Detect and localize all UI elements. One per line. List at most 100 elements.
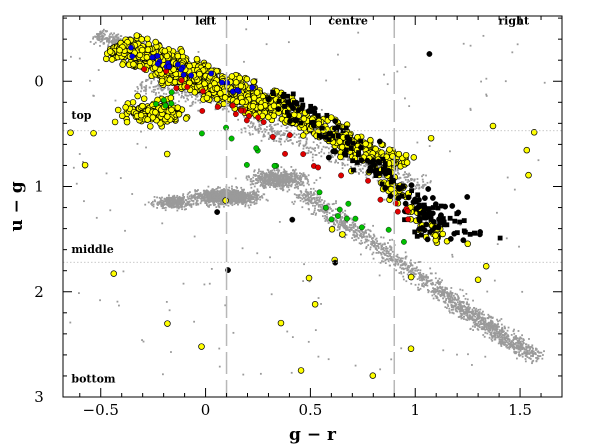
grey-point — [473, 323, 476, 326]
grey-point — [410, 262, 412, 264]
grey-point — [354, 225, 357, 227]
grey-point — [343, 220, 346, 223]
grey-point — [271, 172, 274, 175]
grey-point — [280, 143, 282, 146]
grey-point — [189, 197, 192, 200]
grey-point — [262, 193, 265, 196]
grey-point — [156, 201, 159, 204]
grey-point — [228, 193, 231, 196]
grey-point — [255, 191, 258, 194]
grey-point — [387, 242, 389, 244]
grey-point — [305, 188, 308, 191]
grey-point — [199, 93, 202, 96]
grey-point — [280, 166, 283, 169]
grey-point — [173, 197, 175, 200]
grey-point — [235, 202, 237, 205]
grey-point — [425, 174, 427, 177]
grey-point — [220, 201, 222, 204]
grey-point — [413, 267, 416, 270]
grey-point — [273, 130, 276, 132]
grey-point — [210, 196, 213, 199]
grey-point — [270, 175, 273, 178]
grey-point — [330, 153, 333, 156]
grey-point — [269, 176, 272, 178]
grey-point — [173, 206, 176, 208]
grey-point — [226, 190, 229, 193]
grey-point — [354, 223, 357, 225]
grey-point — [190, 104, 193, 107]
grey-point — [244, 130, 247, 133]
grey-point — [153, 199, 156, 202]
grey-point — [261, 185, 264, 188]
grey-point — [245, 177, 248, 179]
grey-point — [268, 136, 271, 139]
grey-point — [390, 247, 393, 250]
grey-point — [414, 185, 417, 188]
grey-point — [251, 133, 254, 136]
grey-point — [331, 155, 334, 157]
grey-point — [397, 167, 399, 170]
grey-point — [421, 175, 423, 178]
grey-point — [348, 159, 351, 161]
grey-point — [261, 171, 264, 174]
grey-point — [205, 196, 208, 199]
grey-point — [449, 311, 451, 314]
grey-point — [239, 191, 242, 194]
grey-point — [266, 173, 269, 176]
grey-point — [290, 172, 293, 175]
grey-point — [421, 275, 424, 277]
grey-point — [296, 175, 299, 178]
grey-point — [267, 179, 270, 182]
grey-point — [195, 193, 198, 196]
grey-point — [364, 165, 367, 168]
grey-point — [190, 199, 193, 202]
grey-point — [264, 182, 266, 185]
grey-point — [229, 198, 232, 201]
grey-point — [211, 199, 214, 202]
grey-point — [413, 178, 416, 181]
grey-point — [294, 168, 297, 171]
grey-point — [174, 92, 177, 95]
grey-point — [270, 182, 273, 184]
grey-point — [528, 349, 530, 352]
grey-point — [285, 177, 287, 180]
grey-point — [115, 38, 118, 41]
grey-point — [155, 92, 157, 94]
grey-point — [417, 283, 420, 286]
grey-point — [356, 226, 359, 228]
grey-point — [257, 177, 260, 179]
grey-point — [114, 39, 117, 42]
grey-point — [153, 196, 156, 198]
grey-point — [245, 175, 248, 178]
grey-point — [156, 206, 159, 209]
grey-point — [140, 84, 143, 86]
grey-point — [242, 197, 244, 200]
grey-point — [330, 145, 333, 148]
grey-point — [187, 192, 190, 195]
grey-point — [274, 175, 276, 178]
grey-point — [453, 298, 456, 301]
grey-point — [319, 142, 322, 144]
grey-point — [302, 200, 305, 203]
grey-point — [248, 199, 251, 202]
grey-point — [361, 167, 364, 170]
grey-point — [165, 198, 168, 201]
grey-point — [239, 199, 242, 201]
grey-point — [435, 290, 438, 293]
grey-point — [214, 203, 217, 206]
grey-point — [269, 180, 272, 183]
grey-point — [477, 318, 480, 320]
grey-point — [269, 171, 271, 174]
grey-point — [217, 205, 220, 207]
grey-point — [237, 195, 240, 197]
grey-point — [157, 84, 159, 87]
grey-point — [240, 186, 243, 189]
grey-point — [264, 175, 267, 178]
grey-point — [249, 122, 252, 125]
grey-point — [342, 158, 345, 161]
scatter-points — [67, 28, 546, 379]
grey-point — [148, 86, 151, 89]
grey-point — [441, 291, 444, 294]
grey-point — [383, 176, 386, 179]
grey-point — [96, 35, 99, 38]
